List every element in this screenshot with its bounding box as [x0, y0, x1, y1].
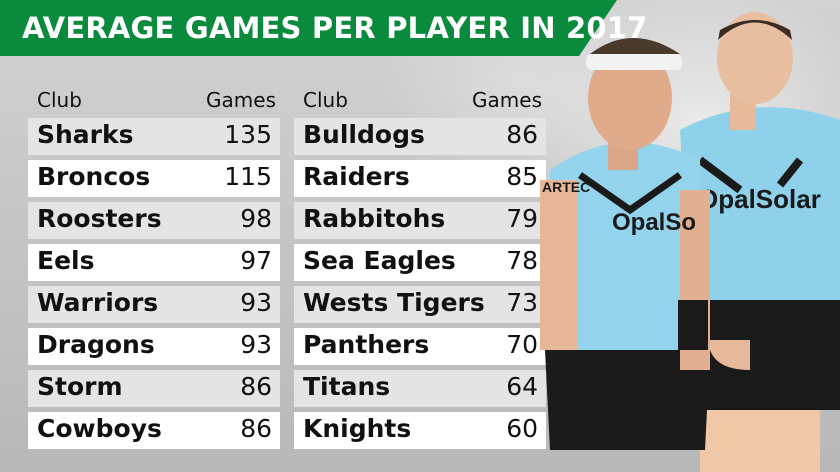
- games-value: 98: [240, 204, 272, 233]
- jersey-sponsor-left: OpalSo: [612, 209, 696, 236]
- games-value: 73: [506, 288, 538, 317]
- games-value: 86: [506, 120, 538, 149]
- table-row: Bulldogs 86: [294, 118, 546, 155]
- left-table-rows: Sharks 135 Broncos 115 Roosters 98 Eels 97 Warri…: [28, 118, 280, 449]
- club-name: Eels: [37, 246, 95, 275]
- club-name: Storm: [37, 372, 123, 401]
- club-name: Warriors: [37, 288, 159, 317]
- table-row: Roosters 98: [28, 202, 280, 239]
- column-header-club: Club: [37, 88, 82, 112]
- club-name: Raiders: [303, 162, 410, 191]
- table-row: Sharks 135: [28, 118, 280, 155]
- club-name: Titans: [303, 372, 391, 401]
- games-value: 70: [506, 330, 538, 359]
- table-row: Rabbitohs 79: [294, 202, 546, 239]
- club-name: Knights: [303, 414, 412, 443]
- club-name: Cowboys: [37, 414, 162, 443]
- table-row: Knights 60: [294, 412, 546, 449]
- club-name: Rabbitohs: [303, 204, 446, 233]
- table-row: Broncos 115: [28, 160, 280, 197]
- table-row: Warriors 93: [28, 286, 280, 323]
- table-row: Eels 97: [28, 244, 280, 281]
- games-value: 135: [224, 120, 272, 149]
- right-table-header: Club Games: [294, 84, 546, 118]
- column-header-club: Club: [303, 88, 348, 112]
- games-value: 60: [506, 414, 538, 443]
- club-name: Sea Eagles: [303, 246, 456, 275]
- table-row: Sea Eagles 78: [294, 244, 546, 281]
- club-name: Bulldogs: [303, 120, 425, 149]
- title-banner: [0, 0, 617, 56]
- left-table: Club Games Sharks 135 Broncos 115 Roosters 98…: [28, 84, 280, 454]
- left-table-header: Club Games: [28, 84, 280, 118]
- players-photo: OpalSolar OpalSo ARTEC: [540, 12, 840, 472]
- table-row: Panthers 70: [294, 328, 546, 365]
- games-value: 93: [240, 330, 272, 359]
- table-row: Dragons 93: [28, 328, 280, 365]
- games-value: 97: [240, 246, 272, 275]
- table-row: Wests Tigers 73: [294, 286, 546, 323]
- table-row: Storm 86: [28, 370, 280, 407]
- jersey-sponsor-right: OpalSolar: [698, 184, 821, 214]
- player-right: OpalSolar: [680, 12, 840, 472]
- sleeve-sponsor: ARTEC: [542, 179, 590, 195]
- club-name: Wests Tigers: [303, 288, 485, 317]
- column-header-games: Games: [472, 88, 542, 112]
- table-row: Cowboys 86: [28, 412, 280, 449]
- table-row: Raiders 85: [294, 160, 546, 197]
- club-name: Dragons: [37, 330, 155, 359]
- player-left: OpalSo ARTEC: [540, 38, 710, 450]
- club-name: Sharks: [37, 120, 134, 149]
- right-table: Club Games Bulldogs 86 Raiders 85 Rabbitohs 7…: [294, 84, 546, 454]
- column-header-games: Games: [206, 88, 276, 112]
- chart-title: AVERAGE GAMES PER PLAYER IN 2017: [22, 11, 648, 45]
- games-value: 93: [240, 288, 272, 317]
- games-value: 78: [506, 246, 538, 275]
- club-name: Panthers: [303, 330, 430, 359]
- table-row: Titans 64: [294, 370, 546, 407]
- games-value: 86: [240, 414, 272, 443]
- club-name: Broncos: [37, 162, 151, 191]
- right-table-rows: Bulldogs 86 Raiders 85 Rabbitohs 79 Sea Eagles…: [294, 118, 546, 449]
- games-value: 86: [240, 372, 272, 401]
- games-value: 64: [506, 372, 538, 401]
- games-value: 115: [224, 162, 272, 191]
- club-name: Roosters: [37, 204, 162, 233]
- games-value: 79: [506, 204, 538, 233]
- games-value: 85: [506, 162, 538, 191]
